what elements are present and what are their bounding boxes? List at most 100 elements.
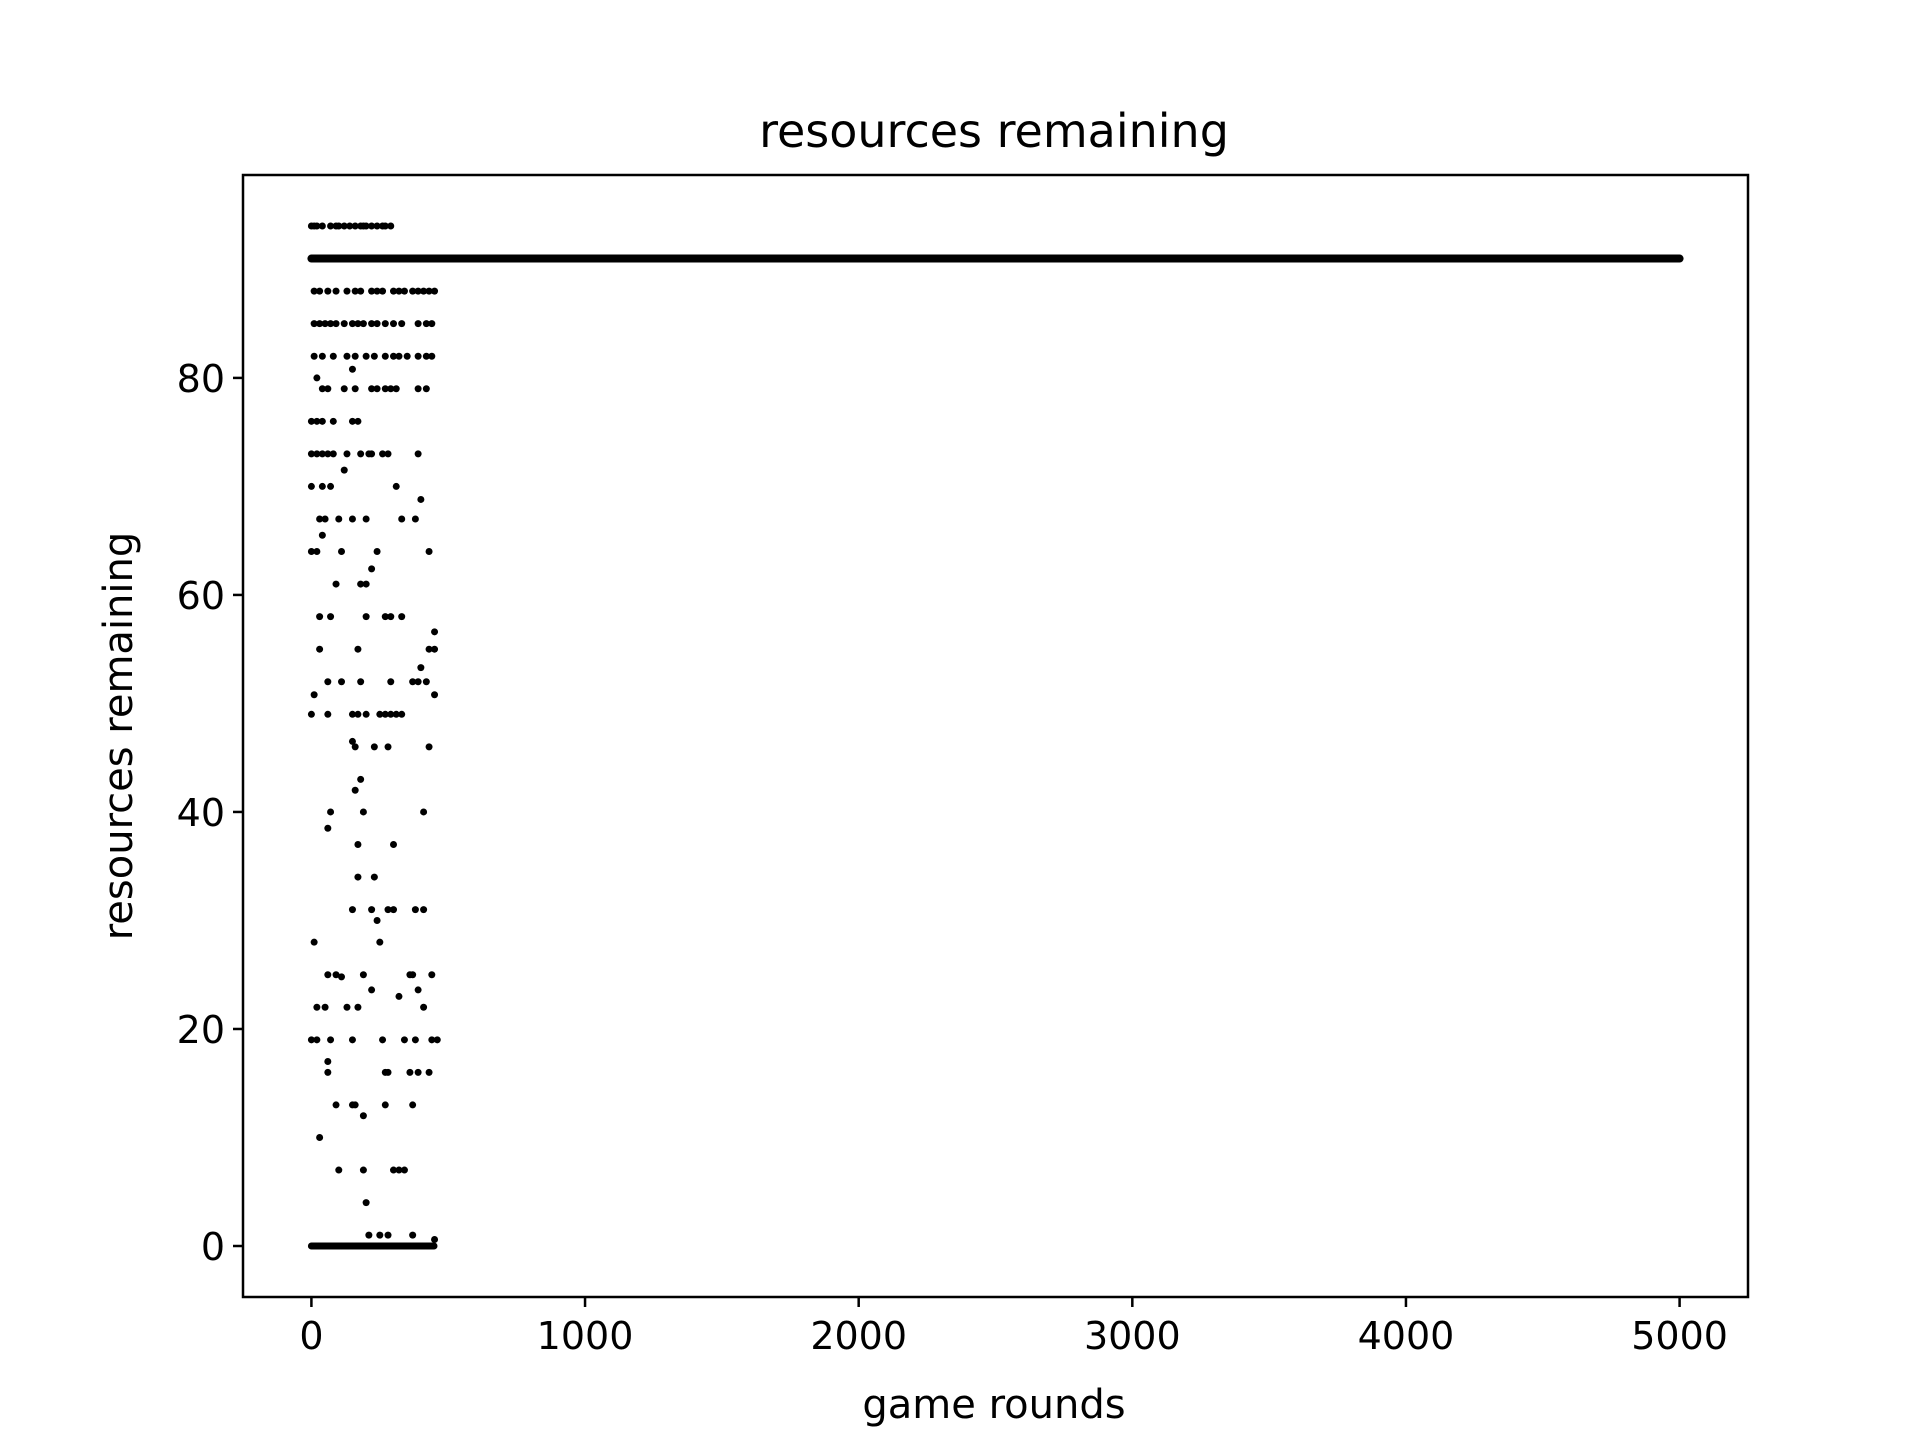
data-point bbox=[318, 352, 326, 360]
data-point bbox=[335, 515, 343, 523]
data-point bbox=[411, 515, 419, 523]
data-point bbox=[417, 664, 425, 672]
data-point bbox=[414, 352, 422, 360]
data-point bbox=[368, 906, 376, 914]
data-point-zero bbox=[430, 1242, 438, 1250]
data-point bbox=[343, 1003, 351, 1011]
data-point bbox=[327, 320, 335, 328]
data-point bbox=[370, 743, 378, 751]
y-axis-label: resources remaining bbox=[96, 532, 142, 941]
data-point bbox=[425, 743, 433, 751]
data-point bbox=[357, 287, 365, 295]
x-tick-label: 3000 bbox=[1084, 1314, 1181, 1358]
data-point bbox=[351, 287, 359, 295]
data-point bbox=[359, 808, 367, 816]
data-point bbox=[414, 320, 422, 328]
data-point bbox=[395, 992, 403, 1000]
data-point bbox=[409, 971, 417, 979]
data-point bbox=[354, 645, 362, 653]
data-point bbox=[387, 222, 395, 230]
data-point bbox=[332, 287, 340, 295]
data-point bbox=[307, 1036, 315, 1044]
data-point bbox=[348, 710, 356, 718]
data-point bbox=[428, 320, 436, 328]
data-point bbox=[373, 222, 381, 230]
x-tick-label: 1000 bbox=[537, 1314, 634, 1358]
data-point bbox=[316, 320, 324, 328]
data-point bbox=[417, 495, 425, 503]
data-point bbox=[354, 320, 362, 328]
data-point bbox=[384, 743, 392, 751]
data-point bbox=[324, 824, 332, 832]
data-point bbox=[316, 645, 324, 653]
data-point bbox=[431, 645, 439, 653]
data-point bbox=[368, 255, 376, 263]
data-point bbox=[335, 1166, 343, 1174]
data-point bbox=[398, 710, 406, 718]
data-point bbox=[348, 906, 356, 914]
data-point bbox=[324, 287, 332, 295]
data-point bbox=[384, 906, 392, 914]
data-point bbox=[368, 986, 376, 994]
data-point bbox=[316, 515, 324, 523]
y-tick-label: 60 bbox=[177, 574, 225, 618]
data-point bbox=[414, 986, 422, 994]
data-point bbox=[338, 548, 346, 556]
data-point bbox=[373, 320, 381, 328]
data-point bbox=[324, 1058, 332, 1066]
data-point bbox=[327, 255, 335, 263]
data-point bbox=[348, 255, 356, 263]
data-point bbox=[362, 580, 370, 588]
data-point bbox=[324, 385, 332, 393]
data-point bbox=[398, 515, 406, 523]
data-point bbox=[329, 450, 337, 458]
data-point bbox=[414, 287, 422, 295]
data-point bbox=[362, 613, 370, 621]
data-point bbox=[362, 222, 370, 230]
data-point bbox=[411, 1036, 419, 1044]
data-point bbox=[307, 710, 315, 718]
data-point bbox=[428, 971, 436, 979]
data-point bbox=[359, 971, 367, 979]
data-point bbox=[335, 222, 343, 230]
data-point bbox=[357, 580, 365, 588]
data-point bbox=[368, 385, 376, 393]
data-point bbox=[431, 691, 439, 699]
data-point bbox=[400, 1036, 408, 1044]
data-point bbox=[327, 808, 335, 816]
data-point bbox=[359, 1112, 367, 1120]
data-point bbox=[310, 691, 318, 699]
data-point bbox=[431, 1235, 439, 1243]
data-point bbox=[390, 352, 397, 360]
data-point bbox=[420, 906, 428, 914]
data-point bbox=[384, 450, 392, 458]
data-point bbox=[338, 678, 346, 686]
x-tick-label: 4000 bbox=[1358, 1314, 1455, 1358]
data-point bbox=[414, 385, 422, 393]
data-point bbox=[425, 645, 433, 653]
data-point bbox=[357, 678, 365, 686]
data-point bbox=[307, 548, 315, 556]
data-point bbox=[343, 352, 351, 360]
data-point bbox=[340, 385, 348, 393]
data-point bbox=[343, 287, 351, 295]
data-point bbox=[351, 1101, 359, 1109]
data-point bbox=[362, 710, 370, 718]
data-point bbox=[354, 417, 362, 425]
data-point bbox=[390, 320, 397, 328]
data-point bbox=[340, 222, 348, 230]
data-point bbox=[324, 678, 332, 686]
data-point bbox=[409, 678, 417, 686]
data-point bbox=[368, 287, 376, 295]
data-point bbox=[390, 287, 397, 295]
data-point bbox=[387, 710, 395, 718]
data-point bbox=[392, 482, 400, 490]
data-point bbox=[387, 385, 395, 393]
data-point bbox=[348, 515, 356, 523]
data-point bbox=[420, 808, 428, 816]
data-point bbox=[351, 222, 359, 230]
data-point bbox=[354, 873, 362, 881]
data-point bbox=[310, 352, 318, 360]
data-point bbox=[368, 320, 376, 328]
